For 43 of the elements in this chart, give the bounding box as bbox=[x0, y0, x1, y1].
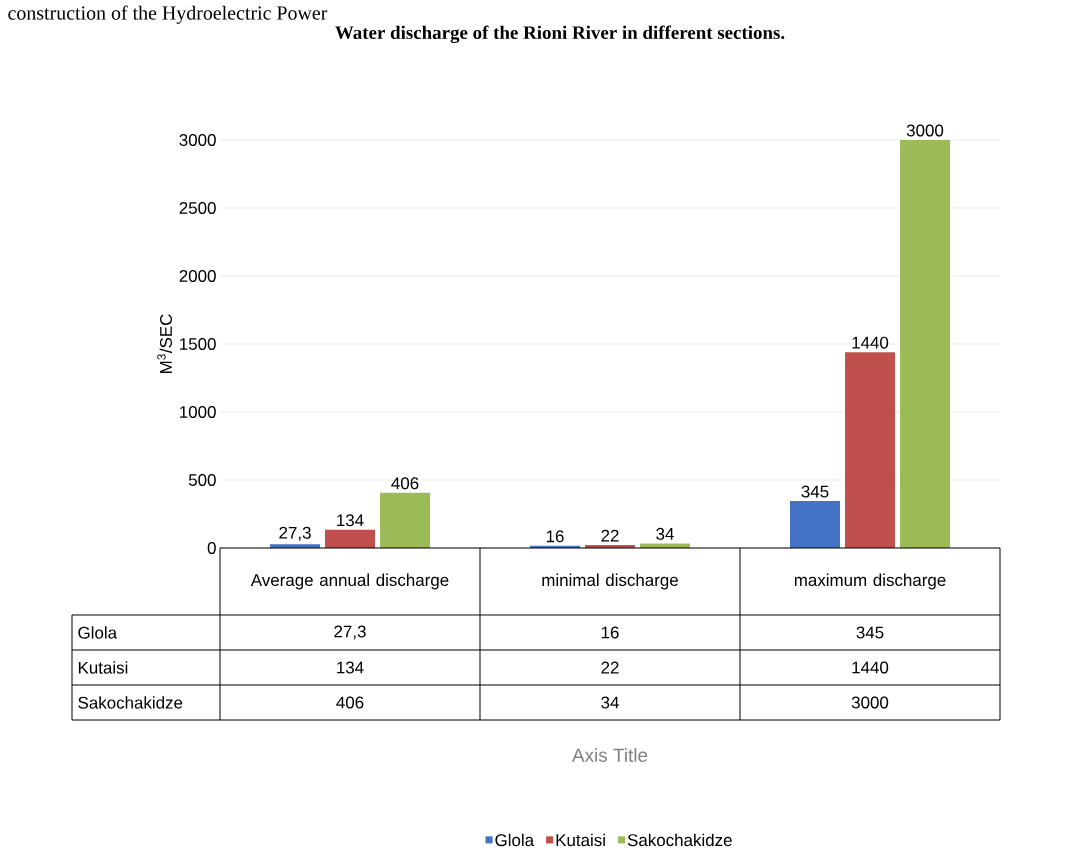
x-tick-label: minimal discharge bbox=[542, 573, 678, 590]
x-tick-label: Average annual discharge bbox=[250, 573, 449, 590]
text: 345 bbox=[801, 485, 829, 498]
text: construction of the Hydroelectric Power bbox=[8, 5, 328, 24]
text: 3000 bbox=[906, 124, 944, 137]
data-label: 16 bbox=[601, 626, 619, 639]
y-tick-label: 3000 bbox=[179, 134, 216, 146]
text: 16 bbox=[546, 530, 564, 543]
text: 34 bbox=[656, 527, 674, 540]
y-tick-label: 1000 bbox=[180, 406, 216, 418]
chart-title: Water discharge of the Rioni River in different sections. bbox=[335, 25, 785, 44]
text: 1440 bbox=[852, 336, 889, 349]
text: Axis Title bbox=[572, 748, 648, 762]
data-label: 345 bbox=[856, 626, 884, 639]
text: 27,3 bbox=[279, 526, 311, 541]
text: 22 bbox=[601, 529, 619, 542]
bar bbox=[325, 529, 375, 548]
data-label: 34 bbox=[601, 696, 619, 709]
y-axis-title: M$^{3}$/SEC bbox=[157, 314, 172, 373]
y-tick-label: 2000 bbox=[179, 270, 216, 282]
legend-label: Kutaisi bbox=[556, 833, 605, 847]
text: Kutaisi bbox=[78, 661, 128, 674]
text: Sakochakidze bbox=[78, 696, 183, 709]
bar bbox=[790, 501, 841, 548]
bar bbox=[900, 140, 951, 548]
data-label: 22 bbox=[601, 661, 619, 674]
y-tick-label: 500 bbox=[188, 474, 216, 486]
text: Glola bbox=[78, 626, 118, 639]
y-tick-label: 1500 bbox=[180, 338, 216, 350]
text: 134 bbox=[337, 514, 364, 527]
legend-label: Sakochakidze bbox=[627, 833, 732, 847]
bar bbox=[380, 492, 430, 548]
bar bbox=[845, 352, 896, 548]
x-tick-label: maximum discharge bbox=[794, 573, 946, 590]
data-label: 27,3 bbox=[334, 625, 366, 640]
data-label: 3000 bbox=[851, 696, 889, 709]
text: 406 bbox=[391, 477, 419, 490]
y-tick-label: 2500 bbox=[179, 202, 216, 214]
data-label: 406 bbox=[336, 696, 364, 709]
data-label: 1440 bbox=[852, 661, 889, 674]
data-label: 134 bbox=[337, 661, 364, 674]
legend-label: Glola bbox=[495, 833, 535, 847]
y-tick-label: 0 bbox=[207, 542, 216, 554]
